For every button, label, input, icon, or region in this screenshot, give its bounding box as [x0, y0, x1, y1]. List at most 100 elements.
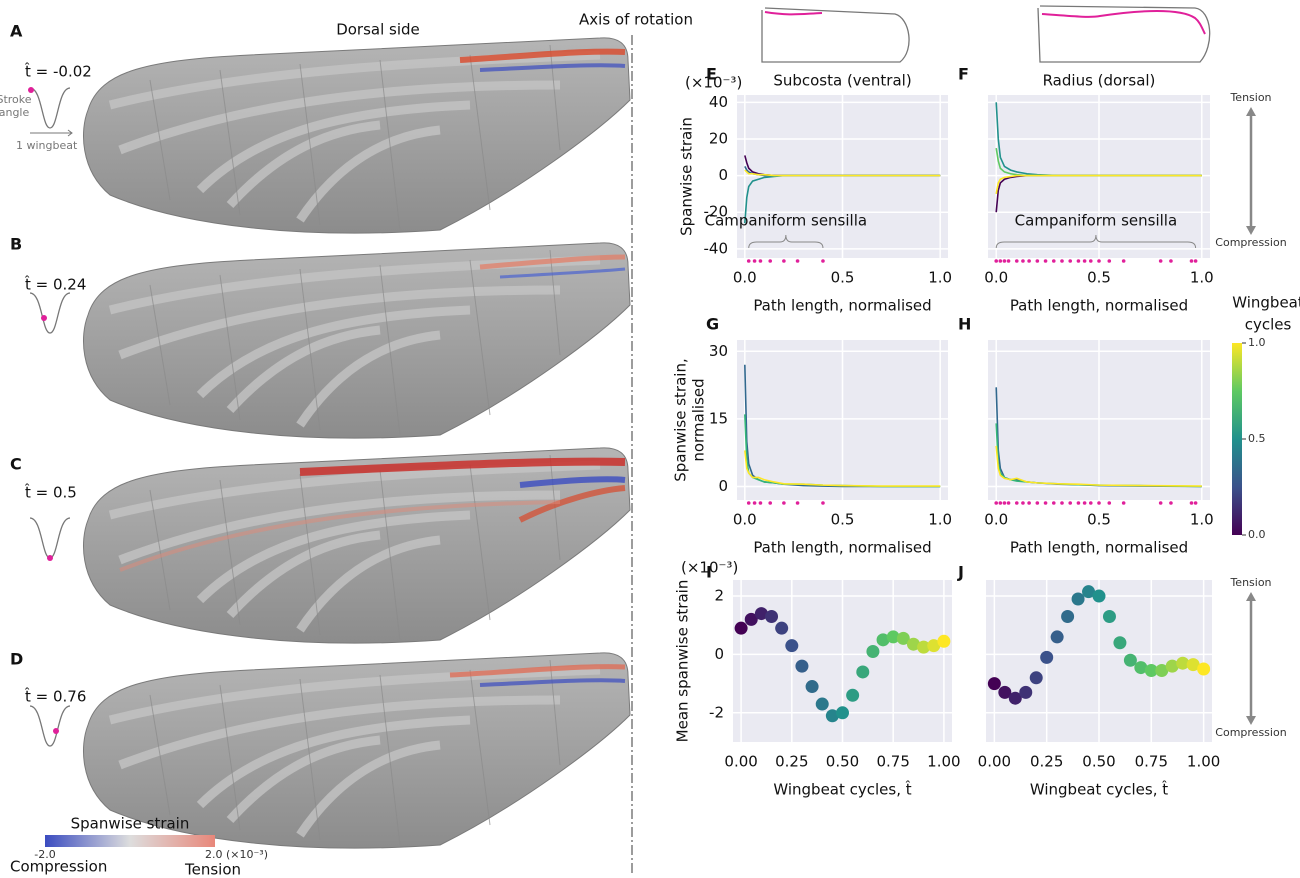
sensillum: [1169, 259, 1173, 263]
sensillum: [1194, 501, 1198, 505]
point: [795, 660, 808, 673]
compression-label: Compression: [1215, 236, 1286, 249]
panel-label: J: [957, 563, 964, 582]
t-hat-label: t̂ = 0.24: [25, 275, 87, 294]
wingbeat-label: 1 wingbeat: [16, 139, 78, 152]
point: [1040, 651, 1053, 664]
sensillum: [994, 259, 998, 263]
sensillum: [753, 259, 757, 263]
point: [1061, 610, 1074, 623]
t-hat-label: t̂ = -0.02: [25, 62, 92, 81]
sensillum: [1015, 501, 1019, 505]
x-tick-label: 1.00: [927, 753, 960, 771]
axis-of-rotation-label: Axis of rotation: [579, 11, 693, 29]
sensillum: [1077, 259, 1081, 263]
y-tick-label: 40: [709, 93, 728, 111]
x-tick-label: 0.00: [978, 753, 1011, 771]
sensillum: [1122, 259, 1126, 263]
tension-label: Tension: [1229, 576, 1271, 589]
colorbar-high: Tension: [184, 861, 241, 878]
figure: A t̂ = -0.02 B t̂ = 0.24 C t̂ = 0.5 D t̂…: [0, 0, 1300, 878]
sensillum: [1083, 501, 1087, 505]
sensillum: [1007, 259, 1011, 263]
x-axis-label: Path length, normalised: [753, 539, 931, 557]
x-axis-label: Wingbeat cycles, t̂: [773, 780, 911, 799]
sensillum: [1190, 501, 1194, 505]
point: [1030, 671, 1043, 684]
sensillum: [1169, 501, 1173, 505]
stroke-angle-label: Stroke: [0, 93, 32, 106]
panel-label: B: [10, 235, 22, 254]
x-tick-label: 0.00: [724, 753, 757, 771]
y-tick-label: -40: [704, 239, 729, 257]
strain-colorbar: [45, 835, 215, 847]
sensillum: [1194, 259, 1198, 263]
colorbar-tick-label: 0.5: [1248, 432, 1266, 445]
stroke-curve-a: [28, 87, 72, 136]
sensillum: [753, 501, 757, 505]
stroke-angle-label: angle: [0, 106, 29, 119]
point: [1093, 590, 1106, 603]
y-axis-label: Mean spanwise strain: [674, 580, 692, 743]
wingbeat-colorbar: [1232, 343, 1242, 535]
sensillum: [796, 501, 800, 505]
colorbar-tick-label: 1.0: [1248, 336, 1266, 349]
x-tick-label: 0.75: [1135, 753, 1168, 771]
x-tick-label: 0.5: [831, 511, 855, 529]
sensillum: [1003, 259, 1007, 263]
point: [1019, 686, 1032, 699]
sensillum: [1036, 259, 1040, 263]
point: [988, 677, 1001, 690]
point: [856, 665, 869, 678]
colorbar-low: Compression: [10, 858, 107, 876]
sensillum: [1027, 501, 1031, 505]
wingbeat-colorbar-title: cycles: [1245, 316, 1292, 334]
sensillum: [1027, 259, 1031, 263]
x-tick-label: 0.0: [984, 511, 1008, 529]
colorbar-title: Spanwise strain: [71, 815, 190, 833]
x-tick-label: 0.75: [876, 753, 909, 771]
sensillum: [1077, 501, 1081, 505]
y-tick-label: -2: [709, 703, 724, 721]
sensillum: [1122, 501, 1126, 505]
x-tick-label: 0.25: [775, 753, 808, 771]
annotation: Campaniform sensilla: [1015, 212, 1177, 230]
y-axis-label: Spanwise strain: [678, 117, 696, 236]
sensillum: [994, 501, 998, 505]
x-tick-label: 0.5: [1087, 511, 1111, 529]
y-tick-label: 2: [714, 587, 724, 605]
y-axis-label: Spanwise strain,: [672, 358, 690, 482]
sensillum: [1190, 259, 1194, 263]
point: [1103, 610, 1116, 623]
sensillum: [1089, 501, 1093, 505]
sensillum: [768, 259, 772, 263]
sensillum: [821, 501, 825, 505]
stroke-curve-b: [30, 293, 70, 333]
sensillum: [1044, 259, 1048, 263]
x-tick-label: 0.0: [733, 269, 757, 287]
x-axis-label: Path length, normalised: [1010, 539, 1188, 557]
sensillum: [1021, 501, 1025, 505]
stroke-curve-c: [30, 518, 70, 561]
panel-label: F: [958, 65, 969, 84]
sensillum: [1089, 259, 1093, 263]
sensillum: [1068, 259, 1072, 263]
chart-title: Radius (dorsal): [1043, 72, 1156, 90]
chart-panel: G0.00.51.001530Path length, normalisedSp…: [672, 315, 953, 557]
x-axis-label: Wingbeat cycles, t̂: [1030, 780, 1168, 799]
sensillum: [1044, 501, 1048, 505]
sensillum: [1097, 501, 1101, 505]
sensillum: [1159, 501, 1163, 505]
x-axis-label: Path length, normalised: [753, 297, 931, 315]
sensillum: [759, 501, 763, 505]
sensillum: [747, 501, 751, 505]
y-tick-label: 15: [709, 409, 728, 427]
x-tick-label: 1.00: [1187, 753, 1220, 771]
point: [1124, 654, 1137, 667]
sensillum: [759, 259, 763, 263]
sensillum: [1007, 501, 1011, 505]
sensillum: [1097, 259, 1101, 263]
x-tick-label: 0.50: [1082, 753, 1115, 771]
sensillum: [1083, 259, 1087, 263]
y-axis-label: normalised: [690, 378, 708, 461]
